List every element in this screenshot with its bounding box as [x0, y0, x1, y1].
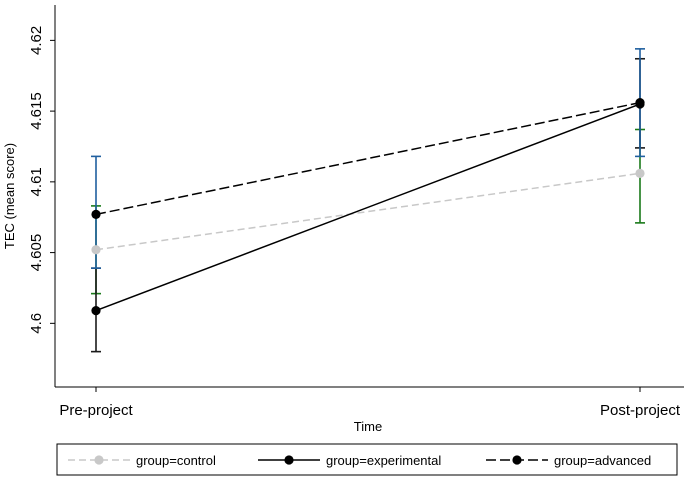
x-tick-label: Pre-project — [59, 402, 133, 419]
legend-label: group=experimental — [326, 453, 441, 468]
y-ticks: 4.6 4.605 4.61 4.615 4.62 — [28, 26, 55, 334]
y-tick-label: 4.6 — [28, 313, 45, 334]
confidence-intervals — [91, 48, 645, 353]
y-tick-label: 4.615 — [28, 92, 45, 130]
series-lines — [95, 101, 641, 312]
legend-box — [56, 443, 678, 476]
legend-marker — [94, 455, 104, 465]
data-point-control — [635, 168, 645, 178]
series-markers — [91, 98, 645, 316]
data-point-control — [91, 245, 101, 255]
x-axis-title: Time — [354, 419, 382, 434]
legend-label: group=advanced — [554, 453, 651, 468]
data-point-advanced — [91, 209, 101, 219]
x-ticks: Pre-project Post-project — [59, 387, 681, 419]
series-line-control — [95, 172, 641, 251]
y-axis-title: TEC (mean score) — [2, 143, 17, 249]
y-tick-label: 4.61 — [28, 167, 45, 196]
series-line-experimental — [95, 103, 641, 312]
data-point-experimental — [91, 306, 101, 316]
legend-marker — [284, 455, 294, 465]
axes — [54, 5, 684, 388]
legend: group=control group=experimental group=adv… — [56, 443, 678, 476]
x-tick-label: Post-project — [600, 402, 681, 419]
legend-label: group=control — [136, 453, 216, 468]
y-tick-label: 4.605 — [28, 234, 45, 272]
legend-marker — [512, 455, 522, 465]
data-point-advanced — [635, 98, 645, 108]
y-tick-label: 4.62 — [28, 26, 45, 55]
series-line-advanced — [95, 101, 641, 216]
